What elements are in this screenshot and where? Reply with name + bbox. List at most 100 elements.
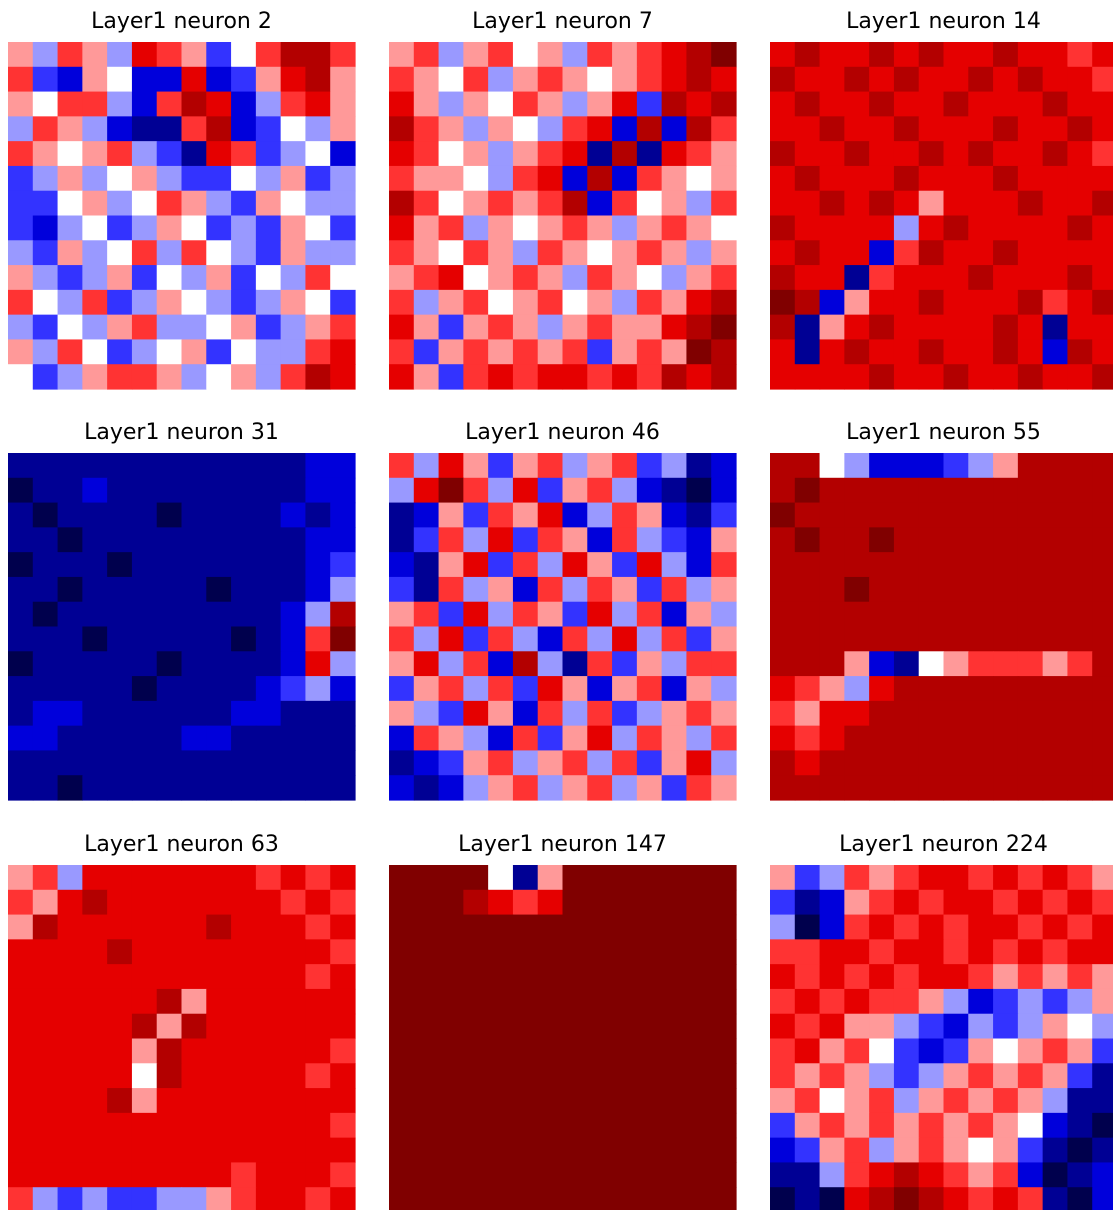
heatmap-cell <box>819 477 845 504</box>
heatmap-cell <box>255 576 282 603</box>
heatmap-cell <box>562 314 588 341</box>
heatmap-cell <box>1042 314 1069 341</box>
heatmap-cell <box>206 165 232 192</box>
heatmap-cell <box>661 91 688 117</box>
heatmap-cell <box>156 527 183 553</box>
heatmap-cell <box>794 66 821 93</box>
heatmap-cell <box>968 626 994 652</box>
heatmap-cell <box>819 775 845 801</box>
heatmap-cell <box>107 576 133 603</box>
heatmap-cell <box>844 190 870 217</box>
heatmap-cell <box>636 914 663 940</box>
heatmap-cell <box>107 190 133 217</box>
heatmap-cell <box>107 1112 133 1139</box>
heatmap-cell <box>1067 190 1093 217</box>
heatmap-cell <box>711 141 737 167</box>
heatmap-cell <box>587 1187 613 1210</box>
heatmap-cell <box>512 289 539 316</box>
heatmap-cell <box>612 453 638 479</box>
heatmap-cell <box>231 889 257 916</box>
heatmap-cell <box>770 66 796 93</box>
heatmap-cell <box>413 676 440 702</box>
heatmap-cell <box>537 527 564 553</box>
heatmap-cell <box>869 289 895 316</box>
heatmap-cell <box>181 988 207 1015</box>
heatmap-cell <box>819 502 845 528</box>
heatmap-cell <box>8 1088 34 1114</box>
heatmap-cell <box>82 1063 108 1089</box>
heatmap-cell <box>918 676 945 702</box>
heatmap-cell <box>562 676 588 702</box>
heatmap-cell <box>661 502 688 528</box>
heatmap-cell <box>488 116 514 142</box>
heatmap-cell <box>1042 339 1069 365</box>
heatmap-cell <box>968 651 994 677</box>
heatmap-cell <box>181 190 207 217</box>
heatmap-cell <box>181 1013 207 1040</box>
heatmap-cell <box>231 215 257 241</box>
heatmap-cell <box>918 527 945 553</box>
heatmap-cell <box>255 750 282 776</box>
heatmap-cell <box>844 914 870 940</box>
heatmap-cell <box>993 1063 1019 1089</box>
heatmap-cell <box>389 964 415 990</box>
heatmap-cell <box>206 527 232 553</box>
heatmap-cell <box>463 165 489 192</box>
heatmap-cell <box>968 1137 994 1164</box>
heatmap-cell <box>893 1088 920 1114</box>
heatmap-cell <box>1017 1088 1044 1114</box>
heatmap-cell <box>82 889 108 916</box>
heatmap-cell <box>231 477 257 504</box>
heatmap-cell <box>844 700 870 727</box>
heatmap-cell <box>32 141 59 167</box>
heatmap-cell <box>587 289 613 316</box>
heatmap-cell <box>918 240 945 266</box>
heatmap-cell <box>8 364 34 390</box>
heatmap-cell <box>8 1038 34 1064</box>
heatmap-cell <box>305 190 331 217</box>
heatmap-cell <box>562 477 588 504</box>
heatmap-cell <box>82 626 108 652</box>
heatmap-cell <box>231 165 257 192</box>
heatmap-cell <box>255 676 282 702</box>
heatmap-cell <box>488 91 514 117</box>
heatmap-cell <box>819 1162 845 1188</box>
heatmap-cell <box>206 725 232 752</box>
heatmap-cell <box>463 1162 489 1188</box>
heatmap-cell <box>512 314 539 341</box>
heatmap-cell <box>686 42 712 68</box>
heatmap-cell <box>943 91 969 117</box>
heatmap-cell <box>512 601 539 628</box>
heatmap-cell <box>463 1038 489 1064</box>
heatmap-cell <box>562 552 588 578</box>
heatmap-cell <box>1092 42 1113 68</box>
heatmap-cell <box>993 42 1019 68</box>
heatmap-cell <box>463 1088 489 1114</box>
heatmap-cell <box>413 1063 440 1089</box>
heatmap-cell <box>1042 725 1069 752</box>
heatmap-cell <box>918 215 945 241</box>
heatmap-cell <box>512 1063 539 1089</box>
heatmap-cell <box>993 750 1019 776</box>
heatmap-panel: Layer1 neuron 7 <box>389 9 737 390</box>
heatmap-cell <box>463 339 489 365</box>
heatmap-cell <box>869 1112 895 1139</box>
heatmap-cell <box>131 964 158 990</box>
heatmap-cell <box>438 1063 464 1089</box>
heatmap-cell <box>1017 364 1044 390</box>
heatmap-cell <box>255 215 282 241</box>
heatmap-cell <box>770 1013 796 1040</box>
heatmap-cell <box>686 339 712 365</box>
heatmap-cell <box>8 527 34 553</box>
heatmap-cell <box>968 42 994 68</box>
heatmap-cell <box>330 700 356 727</box>
heatmap-cell <box>206 914 232 940</box>
heatmap-cell <box>587 576 613 603</box>
heatmap-cell <box>893 552 920 578</box>
heatmap-cell <box>661 939 688 965</box>
heatmap-cell <box>156 939 183 965</box>
heatmap-cell <box>1067 865 1093 891</box>
heatmap-cell <box>661 1187 688 1210</box>
heatmap-cell <box>488 1013 514 1040</box>
heatmap-cell <box>819 889 845 916</box>
